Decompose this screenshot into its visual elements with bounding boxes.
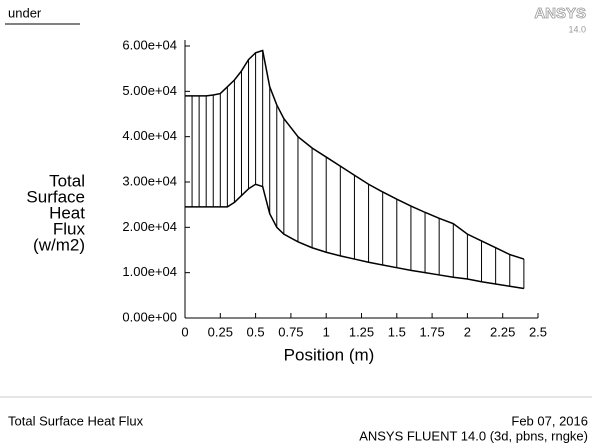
footer-date: Feb 07, 2016 xyxy=(511,413,588,428)
y-axis-label: Surface xyxy=(26,187,85,206)
x-tick-label: 1.75 xyxy=(419,324,444,339)
boundary-line xyxy=(185,49,525,260)
boundary-line xyxy=(185,183,524,290)
y-axis-label: Total xyxy=(49,171,85,190)
x-tick-label: 0.5 xyxy=(247,324,265,339)
footer-solver: ANSYS FLUENT 14.0 (3d, pbns, rngke) xyxy=(359,428,588,443)
y-tick-label: 1.00e+04 xyxy=(122,264,177,279)
y-axis-label: Heat xyxy=(49,203,85,222)
x-tick-label: 0.25 xyxy=(208,324,233,339)
x-tick-label: 2.5 xyxy=(529,324,547,339)
y-tick-label: 4.00e+04 xyxy=(122,128,177,143)
x-tick-label: 2 xyxy=(464,324,471,339)
legend-entry: under xyxy=(8,5,42,20)
x-tick-label: 0 xyxy=(181,324,188,339)
brand-logo: ANSYS xyxy=(534,5,586,22)
y-tick-label: 5.00e+04 xyxy=(122,83,177,98)
x-tick-label: 2.25 xyxy=(490,324,515,339)
x-tick-label: 1.5 xyxy=(388,324,406,339)
x-tick-label: 1 xyxy=(323,324,330,339)
y-axis-label: Flux xyxy=(53,219,86,238)
footer-title: Total Surface Heat Flux xyxy=(8,413,144,428)
y-tick-label: 3.00e+04 xyxy=(122,173,177,188)
x-axis-label: Position (m) xyxy=(284,345,375,364)
y-tick-label: 2.00e+04 xyxy=(122,219,177,234)
x-tick-label: 0.75 xyxy=(278,324,303,339)
y-axis-label: (w/m2) xyxy=(33,235,85,254)
y-tick-label: 0.00e+00 xyxy=(122,309,177,324)
y-tick-label: 6.00e+04 xyxy=(122,37,177,52)
x-tick-label: 1.25 xyxy=(349,324,374,339)
brand-version: 14.0 xyxy=(568,24,586,34)
